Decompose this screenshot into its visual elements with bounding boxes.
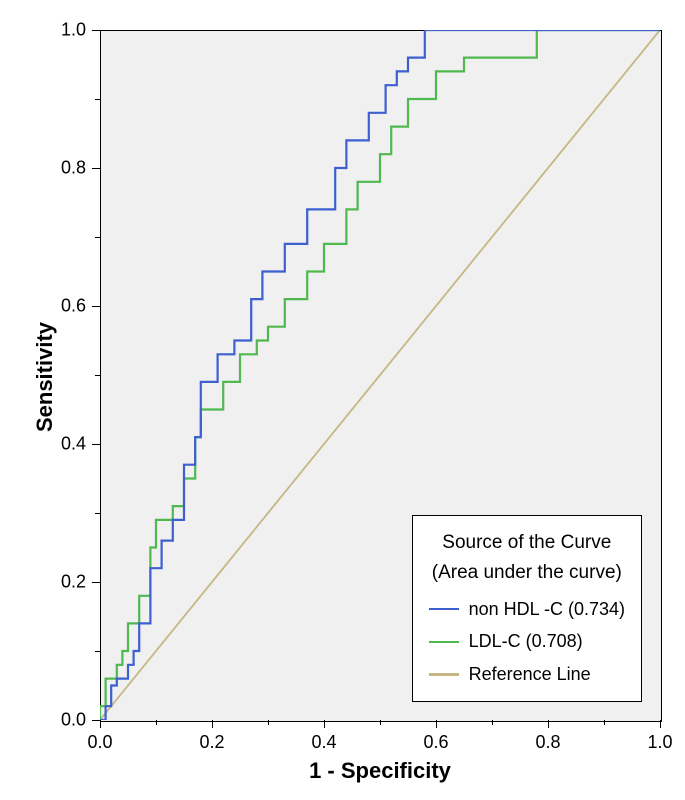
y-tick-label: 0.8: [50, 158, 86, 179]
x-axis-label: 1 - Specificity: [100, 758, 660, 784]
x-tick: [100, 720, 101, 728]
y-tick-label: 0.0: [50, 710, 86, 731]
y-tick: [92, 720, 100, 721]
x-tick-label: 0.2: [199, 732, 224, 753]
legend-label: non HDL -C (0.734): [469, 595, 625, 624]
y-tick-label: 1.0: [50, 20, 86, 41]
x-tick-minor: [492, 720, 493, 725]
y-tick: [92, 168, 100, 169]
y-tick-minor: [95, 651, 100, 652]
x-tick: [212, 720, 213, 728]
x-tick: [548, 720, 549, 728]
x-tick-label: 1.0: [647, 732, 672, 753]
y-tick: [92, 582, 100, 583]
legend-title-line1: Source of the Curve: [442, 532, 611, 553]
legend-label: Reference Line: [469, 660, 591, 689]
x-tick-minor: [380, 720, 381, 725]
y-tick-label: 0.6: [50, 296, 86, 317]
y-tick-label: 0.4: [50, 434, 86, 455]
legend-box: Source of the Curve (Area under the curv…: [412, 515, 642, 702]
y-tick-minor: [95, 99, 100, 100]
x-tick: [436, 720, 437, 728]
y-tick-minor: [95, 513, 100, 514]
x-tick-minor: [156, 720, 157, 725]
y-tick-minor: [95, 237, 100, 238]
legend-item: Reference Line: [429, 660, 625, 689]
y-tick: [92, 444, 100, 445]
legend-swatch: [429, 641, 459, 644]
legend-label: LDL-C (0.708): [469, 627, 583, 656]
x-tick-minor: [604, 720, 605, 725]
x-tick-label: 0.6: [423, 732, 448, 753]
legend-title: Source of the Curve (Area under the curv…: [429, 528, 625, 589]
y-tick: [92, 306, 100, 307]
legend-item: non HDL -C (0.734): [429, 595, 625, 624]
x-tick-label: 0.4: [311, 732, 336, 753]
x-tick-label: 0.0: [87, 732, 112, 753]
y-tick-minor: [95, 375, 100, 376]
legend-item: LDL-C (0.708): [429, 627, 625, 656]
legend-title-line2: (Area under the curve): [432, 562, 622, 583]
x-tick-label: 0.8: [535, 732, 560, 753]
x-tick: [324, 720, 325, 728]
y-tick-label: 0.2: [50, 572, 86, 593]
chart-container: Sensitivity 1 - Specificity Source of th…: [0, 0, 685, 800]
y-tick: [92, 30, 100, 31]
x-tick-minor: [268, 720, 269, 725]
legend-swatch: [429, 673, 459, 676]
x-tick: [660, 720, 661, 728]
legend-swatch: [429, 608, 459, 611]
